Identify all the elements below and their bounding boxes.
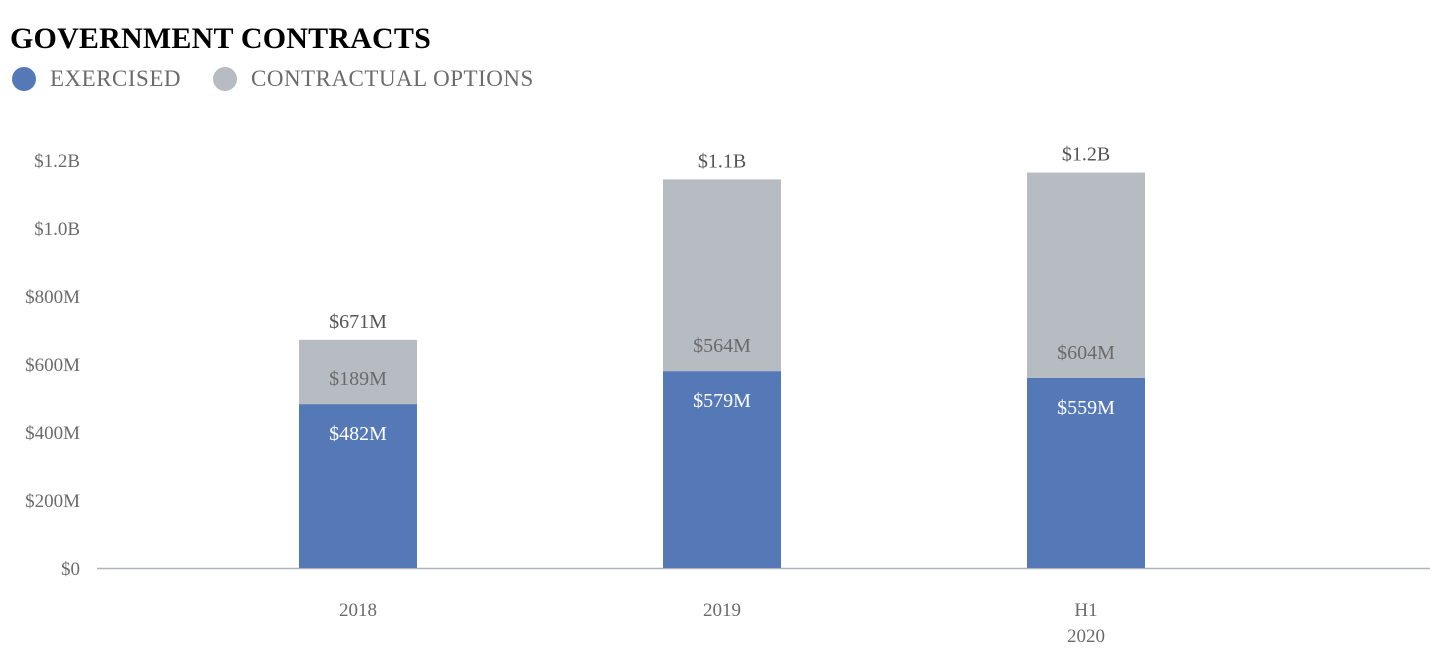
bar-segment [299, 339, 417, 405]
bar-value-label: $559M [1057, 397, 1115, 419]
x-tick-label: 2020 [1067, 626, 1105, 647]
bar-total-label: $671M [329, 311, 387, 333]
legend-label-contractual-options: CONTRACTUAL OPTIONS [251, 66, 534, 91]
bar-segment [299, 404, 417, 568]
x-tick-label: 2018 [339, 600, 377, 621]
bar-segment [1027, 172, 1145, 378]
y-tick-label: $1.2B [34, 151, 80, 172]
y-tick-label: $400M [25, 423, 80, 444]
y-tick-label: $200M [25, 491, 80, 512]
chart-title: GOVERNMENT CONTRACTS [10, 22, 431, 55]
legend-item-exercised: EXERCISED [12, 66, 181, 92]
y-tick-label: $600M [25, 355, 80, 376]
y-tick-label: $800M [25, 287, 80, 308]
chart-legend: EXERCISED CONTRACTUAL OPTIONS [12, 66, 566, 92]
x-tick-label: H1 [1074, 600, 1097, 621]
legend-swatch-contractual-options [213, 67, 237, 91]
legend-label-exercised: EXERCISED [50, 66, 181, 91]
x-tick-label: 2019 [703, 600, 741, 621]
bar-value-label: $564M [693, 335, 751, 357]
bar-total-label: $1.2B [1062, 144, 1110, 166]
bar-segment [1027, 377, 1145, 568]
bar-value-label: $579M [693, 390, 751, 412]
y-tick-label: $1.0B [34, 219, 80, 240]
bar-total-label: $1.1B [698, 150, 746, 172]
legend-swatch-exercised [12, 67, 36, 91]
bar-value-label: $189M [329, 368, 387, 390]
bar-value-label: $482M [329, 423, 387, 445]
y-tick-label: $0 [61, 559, 80, 580]
bar-segment [663, 179, 781, 372]
legend-item-contractual-options: CONTRACTUAL OPTIONS [213, 66, 534, 92]
bar-value-label: $604M [1057, 342, 1115, 364]
bar-segment [663, 371, 781, 568]
